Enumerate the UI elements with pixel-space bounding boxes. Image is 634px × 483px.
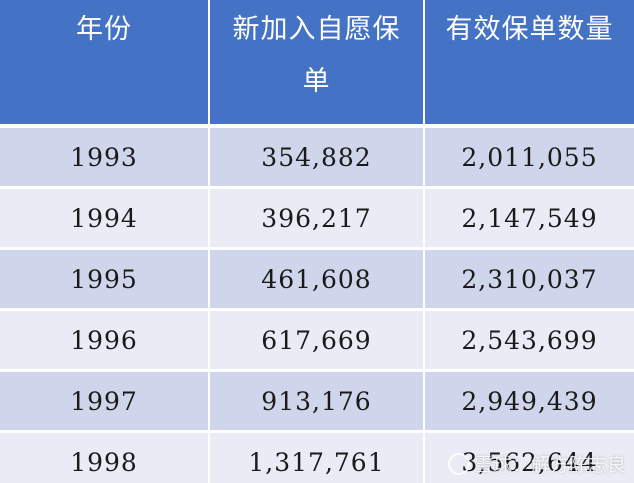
cell-active-policies: 2,543,699 [424,309,634,372]
watermark-text: 雪球：解方陈志良 [473,454,626,476]
cell-new-policies: 1,317,761 [209,431,425,483]
cell-year: 1995 [0,248,210,311]
cell-year: 1997 [0,370,210,433]
header-row: 年份 新加入自愿保单 有效保单数量 [0,0,634,128]
cell-active-policies: 2,310,037 [424,248,634,311]
table-row: 1993 354,882 2,011,055 [0,126,634,189]
cell-new-policies: 913,176 [209,370,425,433]
header-active-policies: 有效保单数量 [424,0,634,128]
header-year: 年份 [0,0,210,128]
cell-active-policies: 2,147,549 [424,187,634,250]
cell-new-policies: 354,882 [209,126,425,189]
cell-new-policies: 461,608 [209,248,425,311]
cell-year: 1998 [0,431,210,483]
cell-new-policies: 396,217 [209,187,425,250]
cell-active-policies: 2,011,055 [424,126,634,189]
watermark: 雪球：解方陈志良 [447,450,626,477]
cell-active-policies: 3,562,644 [424,431,634,483]
table-row: 1996 617,669 2,543,699 [0,309,634,372]
header-new-voluntary-policies: 新加入自愿保单 [209,0,425,128]
cell-year: 1993 [0,126,210,189]
table-row: 1997 913,176 2,949,439 [0,370,634,433]
cell-active-policies: 2,949,439 [424,370,634,433]
table-row: 1994 396,217 2,147,549 [0,187,634,250]
table-row: 1998 1,317,761 3,562,644 [0,431,634,483]
cell-year: 1994 [0,187,210,250]
cell-year: 1996 [0,309,210,372]
cell-new-policies: 617,669 [209,309,425,372]
snowball-logo-icon [447,452,470,475]
table-row: 1995 461,608 2,310,037 [0,248,634,311]
